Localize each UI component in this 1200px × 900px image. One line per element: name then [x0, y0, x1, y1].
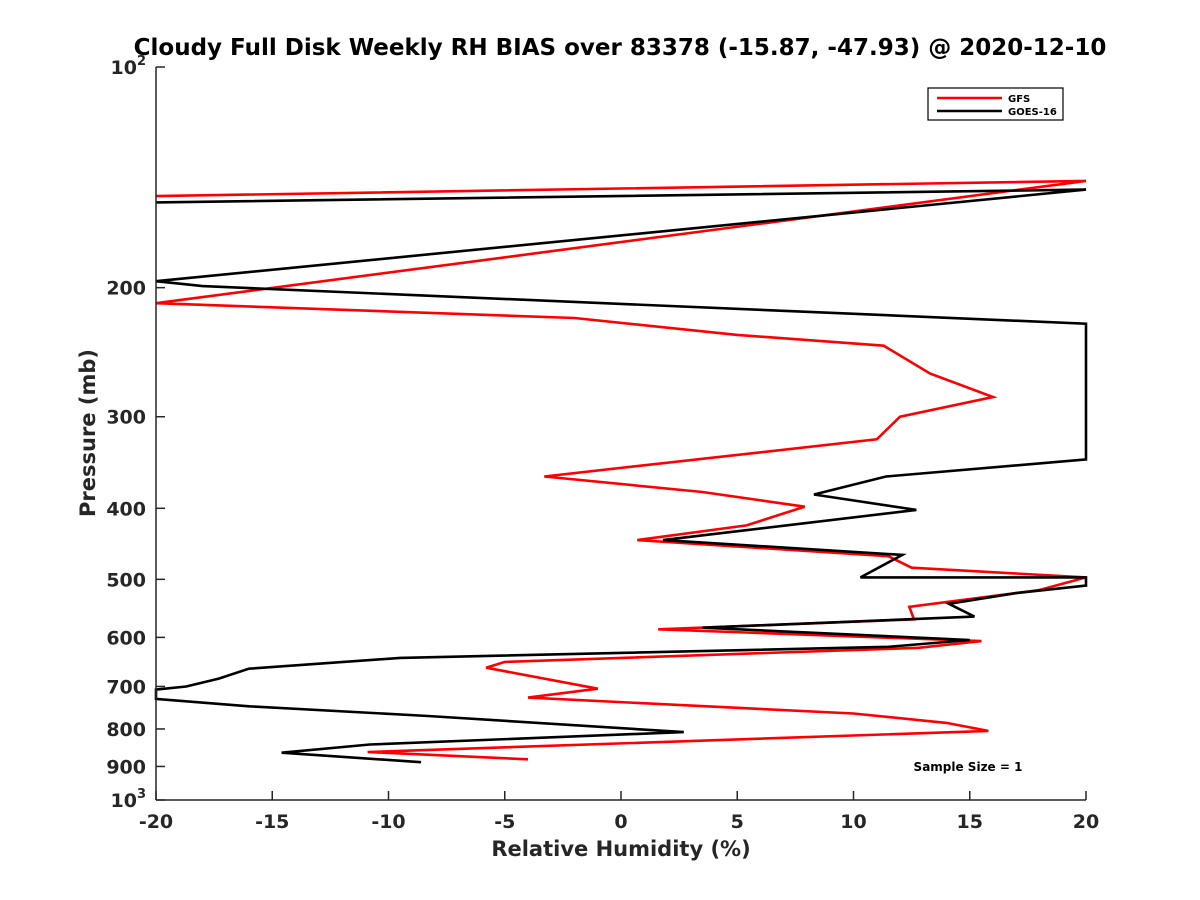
legend: GFS GOES-16 — [927, 87, 1064, 121]
x-tick-label: 5 — [731, 811, 744, 833]
y-tick-label: 200 — [106, 278, 146, 300]
x-tick-label: 0 — [614, 811, 627, 833]
x-tick-label: 10 — [840, 811, 866, 833]
x-tick-label: 20 — [1073, 811, 1099, 833]
legend-label-goes16: GOES-16 — [1008, 107, 1057, 118]
x-tick-label: -15 — [255, 811, 289, 833]
y-tick-label: 400 — [106, 498, 146, 520]
series-line-gfs — [155, 179, 1087, 761]
y-tick-label: 102 — [111, 54, 147, 79]
x-tick-label: -5 — [494, 811, 515, 833]
y-tick-label: 300 — [106, 407, 146, 429]
chart-title: Cloudy Full Disk Weekly RH BIAS over 833… — [134, 35, 1107, 61]
y-tick-label: 500 — [106, 569, 146, 591]
series-line-goes-16 — [154, 188, 1088, 764]
x-tick-label: -10 — [371, 811, 405, 833]
legend-box — [927, 87, 1064, 121]
x-tick-label: -20 — [139, 811, 173, 833]
y-tick-label: 900 — [106, 756, 146, 778]
y-tick-label: 600 — [106, 627, 146, 649]
y-tick-label: 103 — [111, 787, 147, 812]
y-tick-label: 800 — [106, 719, 146, 741]
series-layer — [154, 179, 1088, 764]
y-tick-label: 700 — [106, 676, 146, 698]
x-tick-label: 15 — [957, 811, 983, 833]
axes-layer: -20 -15 -10 -5 0 5 10 15 20 102 200 300 400 500 600 700… — [106, 54, 1099, 833]
x-axis-label: Relative Humidity (%) — [491, 837, 750, 861]
sample-size-annotation: Sample Size = 1 — [914, 760, 1023, 774]
y-axis-label: Pressure (mb) — [76, 349, 100, 517]
legend-label-gfs: GFS — [1008, 94, 1030, 105]
